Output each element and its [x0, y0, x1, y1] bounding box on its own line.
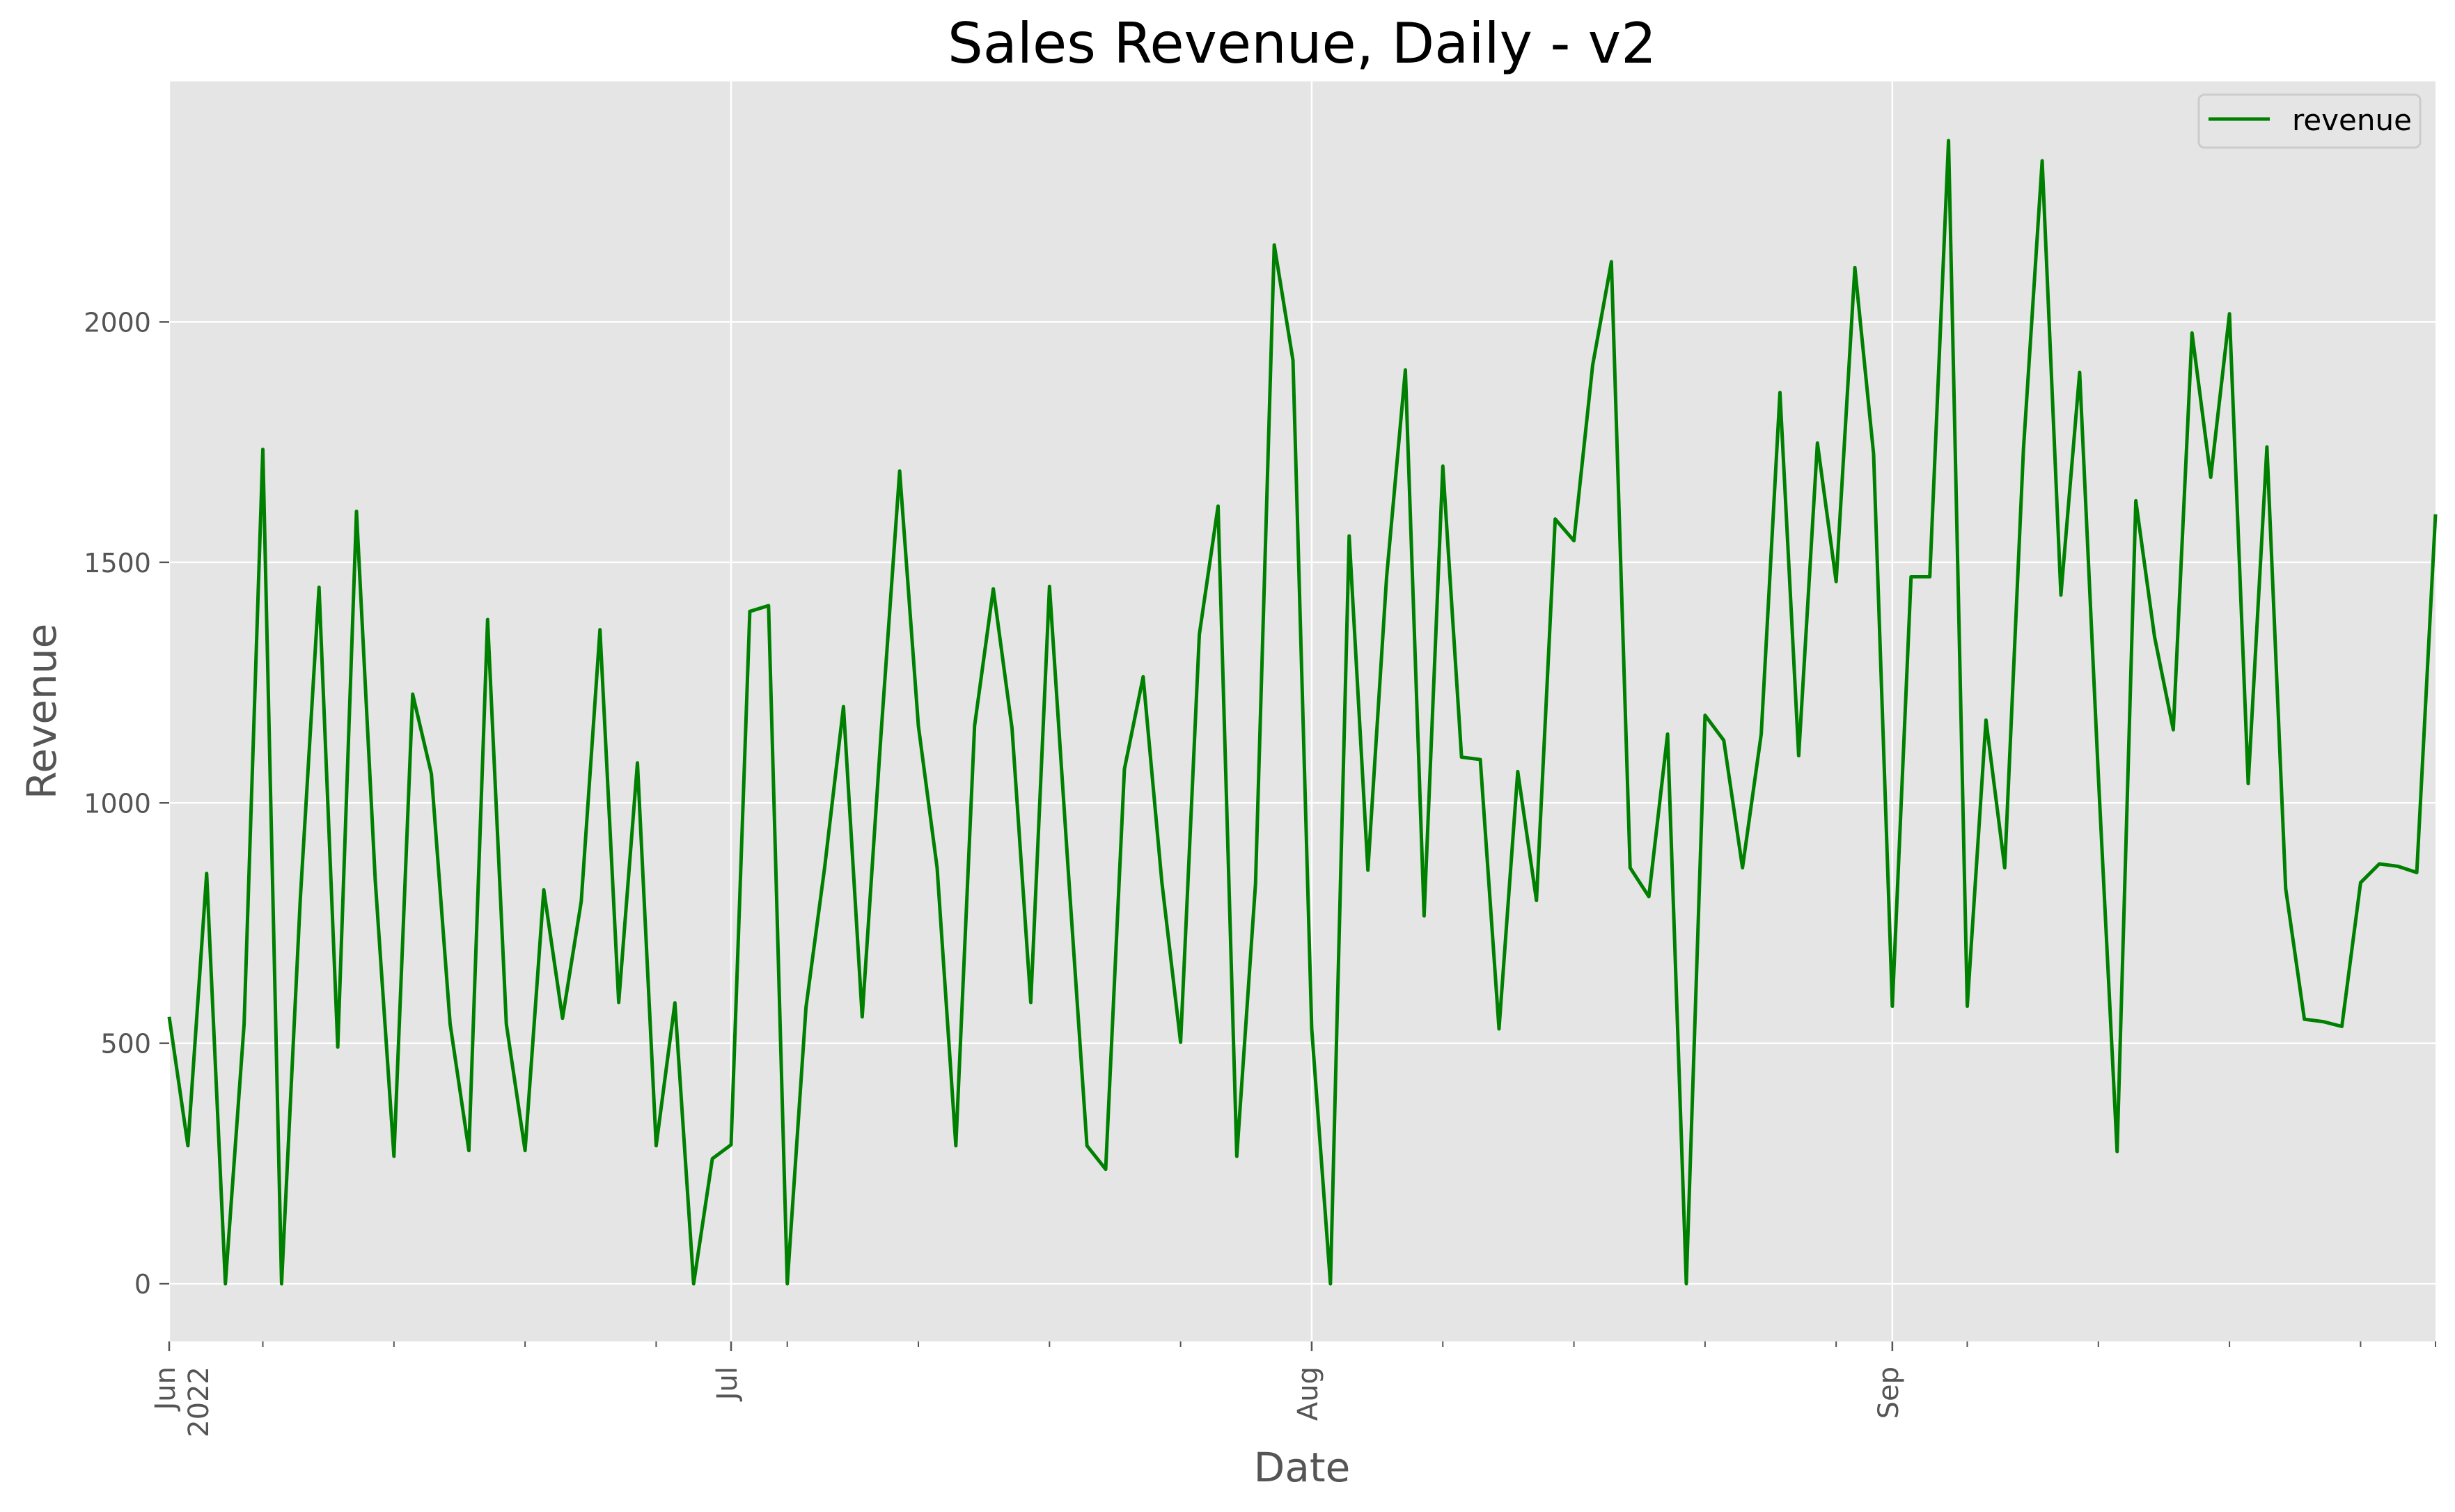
y-axis-ticks: 0 500 1000 1500 2000	[84, 307, 169, 1300]
x-tick-label: Jun	[150, 1367, 182, 1412]
x-tick-label: Aug	[1292, 1367, 1324, 1421]
y-tick-label: 1000	[84, 788, 151, 819]
y-tick-label: 1500	[84, 548, 151, 578]
x-tick-label: Jul	[712, 1367, 744, 1402]
x-tick-sublabel: 2022	[183, 1367, 215, 1438]
legend: revenue	[2197, 93, 2422, 149]
x-axis-label: Date	[1254, 1444, 1351, 1491]
y-tick-label: 500	[100, 1029, 151, 1060]
legend-box	[2197, 93, 2422, 149]
x-axis-ticks: Jun 2022 Jul Aug Sep	[150, 1341, 2436, 1438]
y-tick-label: 0	[134, 1269, 151, 1300]
x-tick-label: Sep	[1873, 1367, 1905, 1419]
series-line-revenue	[167, 139, 2438, 1286]
legend-label-revenue: revenue	[2292, 103, 2412, 137]
chart-title: Sales Revenue, Daily - v2	[948, 11, 1656, 76]
y-axis-label: Revenue	[18, 624, 65, 800]
y-tick-label: 2000	[84, 307, 151, 338]
series-layer	[167, 139, 2438, 1286]
